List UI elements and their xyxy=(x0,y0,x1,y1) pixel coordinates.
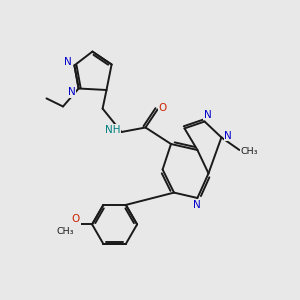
Text: N: N xyxy=(68,87,76,97)
Text: CH₃: CH₃ xyxy=(56,226,74,236)
Text: N: N xyxy=(224,131,232,141)
Text: O: O xyxy=(159,103,167,113)
Text: N: N xyxy=(64,57,72,68)
Text: N: N xyxy=(193,200,200,210)
Text: N: N xyxy=(204,110,212,120)
Text: O: O xyxy=(72,214,80,224)
Text: CH₃: CH₃ xyxy=(240,147,258,156)
Text: NH: NH xyxy=(105,124,121,135)
